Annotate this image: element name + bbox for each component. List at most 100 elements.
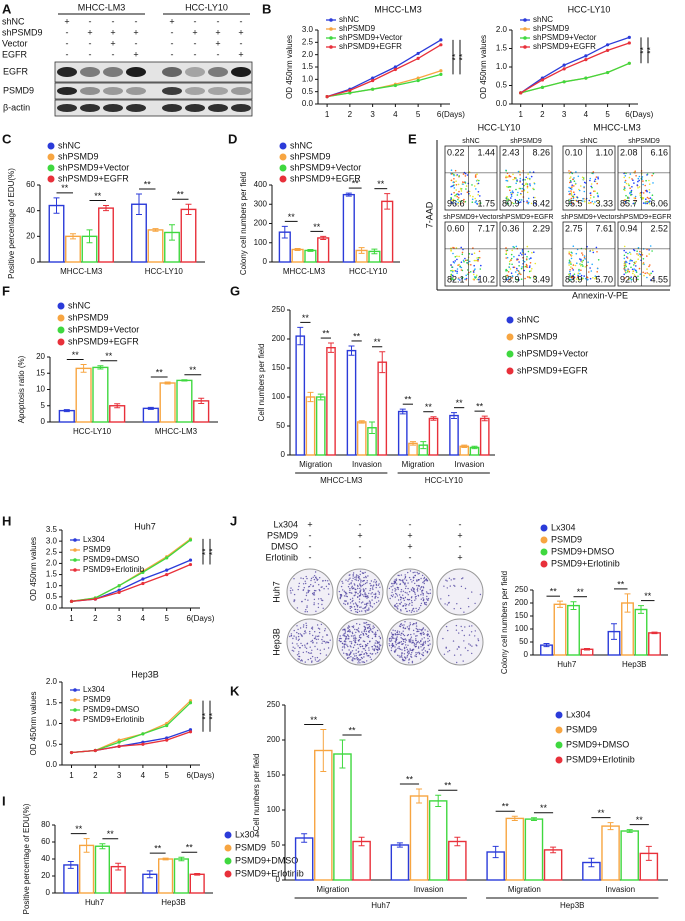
event <box>516 194 519 196</box>
colony <box>362 601 364 603</box>
event <box>637 180 639 183</box>
point <box>562 67 566 71</box>
colony <box>412 639 414 642</box>
colony <box>411 596 413 598</box>
colony <box>348 654 350 657</box>
colony <box>355 655 357 657</box>
legend-label: shPSMD9 <box>339 24 376 33</box>
x-tick-label: MHCC-LM3 <box>155 427 198 436</box>
colony <box>355 575 357 577</box>
event <box>634 199 636 202</box>
legend-marker <box>57 314 65 322</box>
y-tick-label: 1.5 <box>302 62 314 71</box>
event <box>471 253 473 255</box>
sig-label: ** <box>550 587 558 597</box>
event <box>576 200 578 203</box>
colony <box>355 579 358 581</box>
y-axis-label: OD 450nm values <box>479 35 488 99</box>
error-bar <box>396 842 403 848</box>
event <box>651 270 654 273</box>
error-bar <box>136 193 142 216</box>
point <box>627 35 631 40</box>
colony <box>403 647 406 650</box>
colony <box>464 626 466 628</box>
colony <box>347 586 350 588</box>
colony <box>402 639 404 641</box>
colony <box>392 585 394 587</box>
point <box>439 72 443 76</box>
band-label: β-actin <box>3 102 30 112</box>
point <box>439 43 443 47</box>
bar <box>567 604 580 656</box>
event <box>649 197 652 199</box>
bar <box>63 864 79 894</box>
event <box>584 200 586 203</box>
event <box>450 250 452 252</box>
colony <box>400 601 402 603</box>
legend-label: shPSMD9+Vector <box>68 324 139 334</box>
colony <box>416 630 418 633</box>
event <box>515 245 518 248</box>
colony <box>371 646 373 648</box>
event <box>456 258 458 261</box>
y-tick-label: 0 <box>281 450 286 459</box>
plate <box>286 568 334 616</box>
event <box>469 271 472 273</box>
colony <box>460 607 462 610</box>
colony <box>411 660 414 663</box>
colony <box>354 658 356 660</box>
colony <box>355 608 357 611</box>
colony <box>397 574 399 577</box>
event <box>455 193 458 196</box>
event <box>475 276 477 278</box>
event <box>633 249 636 252</box>
sign: - <box>309 541 312 551</box>
event <box>573 193 576 196</box>
legend-label: shPSMD9 <box>533 24 570 33</box>
colony <box>359 662 361 664</box>
colony <box>343 595 346 597</box>
series-line <box>71 563 191 602</box>
colony <box>307 599 309 601</box>
event <box>461 277 464 279</box>
colony <box>340 585 343 588</box>
colony <box>371 630 373 633</box>
sign: - <box>194 38 197 48</box>
colony <box>352 646 355 649</box>
colony <box>420 577 422 580</box>
sign: + <box>133 49 138 59</box>
event <box>466 259 469 262</box>
colony <box>328 583 330 585</box>
colony <box>361 631 363 633</box>
colony <box>359 591 361 594</box>
colony <box>314 581 316 583</box>
quadrant-value: 7.61 <box>595 223 613 233</box>
event <box>570 266 572 268</box>
bar <box>377 361 388 456</box>
colony <box>374 579 376 581</box>
colony <box>359 583 361 585</box>
event <box>570 257 573 260</box>
colony <box>399 648 402 650</box>
colony <box>361 584 364 587</box>
legend-label: shNC <box>533 15 553 24</box>
colony <box>369 589 371 592</box>
event <box>649 274 651 276</box>
sig-label: ** <box>456 398 464 408</box>
row-label: shNC <box>2 16 25 26</box>
event <box>623 254 626 257</box>
band-label: PSMD9 <box>3 85 34 95</box>
event <box>573 177 575 179</box>
point <box>584 76 588 80</box>
group-label: HCC-LY10 <box>425 476 464 485</box>
legend-marker <box>73 718 77 722</box>
colony <box>412 608 414 610</box>
colony <box>367 642 369 645</box>
colony <box>317 635 319 638</box>
event <box>527 173 529 175</box>
event <box>581 254 584 256</box>
event <box>526 191 529 194</box>
event <box>513 266 516 269</box>
colony <box>400 632 403 635</box>
colony <box>407 628 410 630</box>
